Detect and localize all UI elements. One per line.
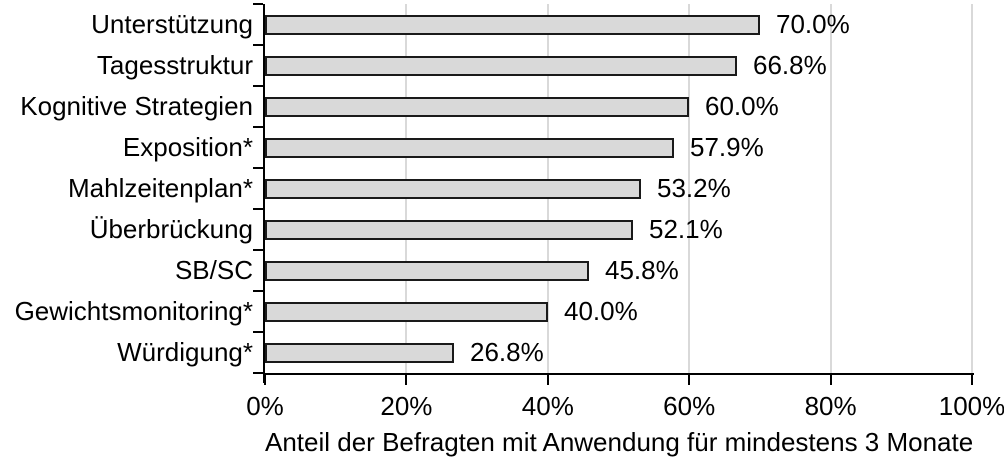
x-tick-label: 40% — [521, 391, 574, 421]
bar — [265, 260, 589, 281]
bar — [265, 14, 760, 35]
bar — [265, 137, 674, 158]
bar-value-label: 60.0% — [705, 91, 779, 121]
x-tick — [688, 373, 691, 385]
y-tick — [253, 167, 263, 169]
category-label: Überbrückung — [89, 214, 253, 244]
category-label: Tagesstruktur — [96, 50, 253, 80]
bar-value-label: 26.8% — [470, 337, 544, 367]
bar-value-label: 66.8% — [753, 50, 827, 80]
x-gridline — [688, 4, 691, 373]
bar-value-label: 57.9% — [690, 132, 764, 162]
bar — [265, 55, 737, 76]
x-tick-label: 60% — [663, 391, 716, 421]
category-axis-labels: Unterstützung Tagesstruktur Kognitive Stra… — [0, 4, 253, 373]
bar — [265, 219, 633, 240]
category-label: Exposition* — [122, 132, 253, 162]
bar — [265, 96, 689, 117]
x-tick-label: 100% — [938, 391, 1004, 421]
plot-area: Anteil der Befragten mit Anwendung für m… — [246, 3, 1004, 457]
y-tick — [253, 126, 263, 128]
y-tick — [253, 290, 263, 292]
x-gridline — [971, 4, 973, 373]
category-label: Mahlzeitenplan* — [67, 173, 253, 203]
x-tick — [546, 373, 549, 385]
x-tick-label: 80% — [804, 391, 857, 421]
x-axis-title: Anteil der Befragten mit Anwendung für m… — [265, 427, 974, 457]
category-label: Unterstützung — [91, 9, 253, 39]
x-tick — [971, 373, 973, 385]
y-tick — [253, 3, 263, 5]
bar-value-label: 45.8% — [605, 255, 679, 285]
bar — [265, 301, 548, 322]
x-gridline — [829, 4, 832, 373]
x-tick-label: 0% — [246, 391, 284, 421]
y-tick — [253, 208, 263, 210]
x-axis-line — [263, 373, 974, 375]
bar — [265, 342, 454, 363]
x-tick — [264, 373, 266, 385]
category-label: SB/SC — [174, 255, 253, 285]
y-tick — [253, 44, 263, 46]
y-tick — [253, 331, 263, 333]
y-axis-line — [263, 4, 265, 383]
x-tick-label: 20% — [380, 391, 433, 421]
bar — [265, 178, 641, 199]
bar-value-label: 40.0% — [564, 296, 638, 326]
category-label: Gewichtsmonitoring* — [14, 296, 253, 326]
category-label: Kognitive Strategien — [20, 91, 253, 121]
category-label: Würdigung* — [117, 337, 253, 367]
bar-value-label: 70.0% — [776, 9, 850, 39]
x-tick — [405, 373, 408, 385]
y-tick — [253, 85, 263, 87]
x-tick — [829, 373, 832, 385]
y-tick — [253, 249, 263, 251]
y-tick — [253, 372, 263, 374]
bar-value-label: 53.2% — [657, 173, 731, 203]
bar-value-label: 52.1% — [649, 214, 723, 244]
